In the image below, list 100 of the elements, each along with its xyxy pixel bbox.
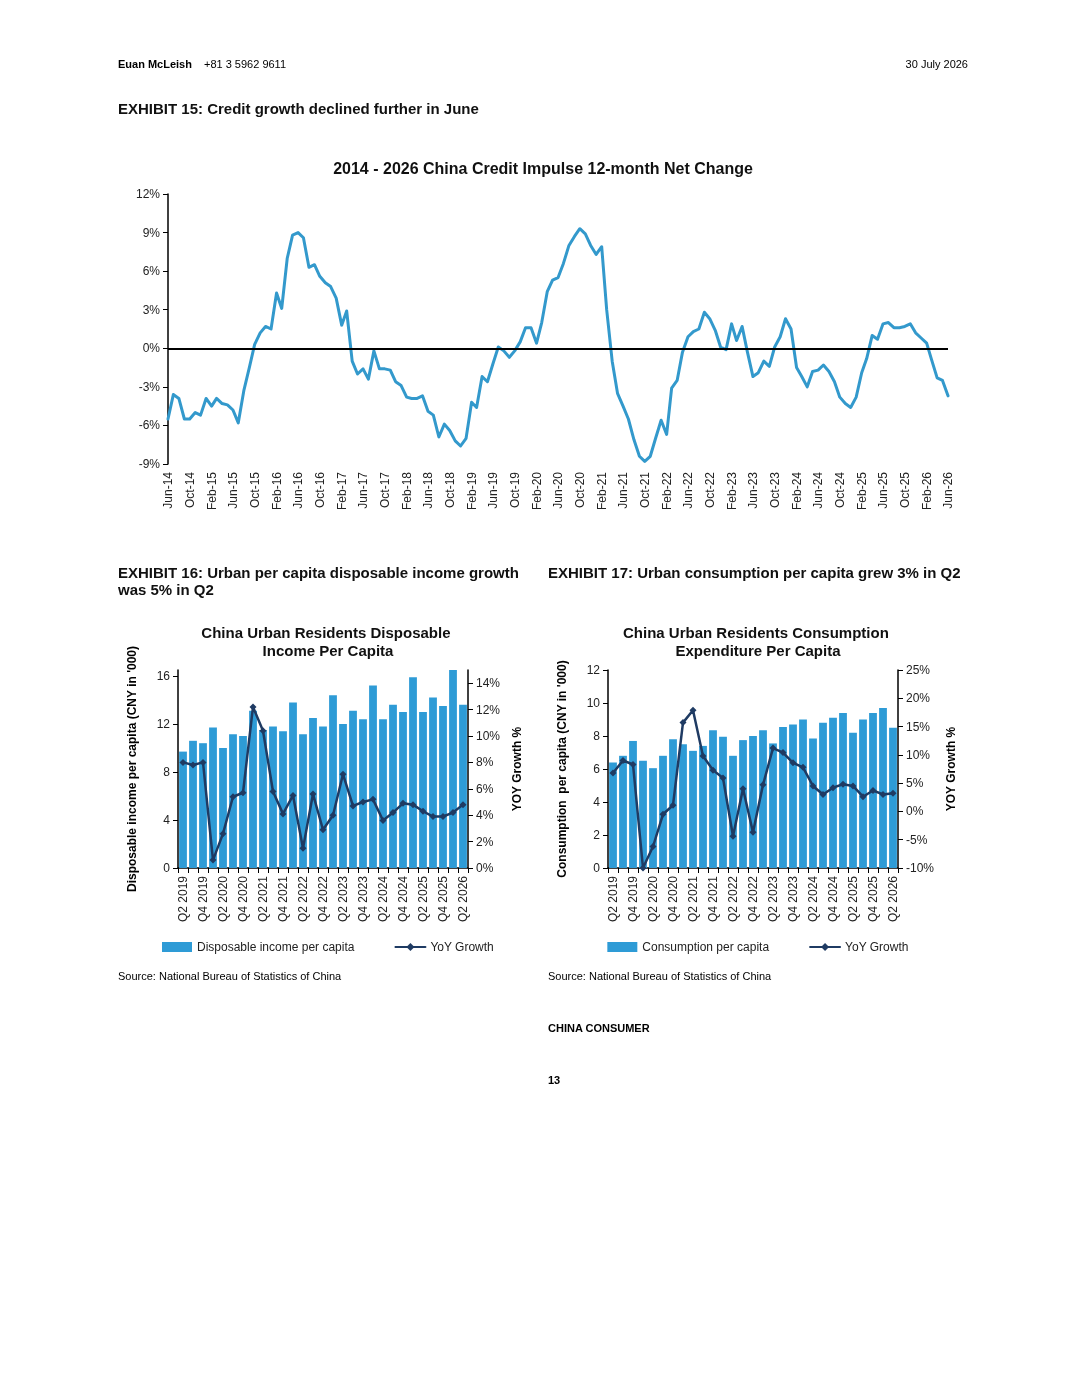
x-tick-label: Oct-24 xyxy=(832,471,847,509)
y-tick-label: -3% xyxy=(138,379,161,394)
x-tick-label: Q2 2023 xyxy=(766,875,780,923)
x-tick-label: Q4 2024 xyxy=(826,875,840,923)
legend-label: YoY Growth xyxy=(430,940,494,954)
y2-tick-label: 6% xyxy=(476,781,494,796)
bar xyxy=(879,707,887,868)
x-tick-label: Q2 2026 xyxy=(456,875,470,923)
x-tick-label: Oct-25 xyxy=(897,471,912,509)
point xyxy=(759,781,767,789)
y-tick-label: 16 xyxy=(156,669,171,683)
x-tick-label: Feb-23 xyxy=(724,471,739,511)
x-tick-label: Jun-14 xyxy=(161,471,175,509)
bar xyxy=(799,719,807,868)
x-tick-label: Q4 2021 xyxy=(276,875,290,923)
y-tick-label: 2 xyxy=(593,828,601,842)
x-tick-label: Oct-14 xyxy=(182,471,197,509)
x-tick-label: Jun-23 xyxy=(745,471,760,509)
bar xyxy=(439,706,447,868)
point xyxy=(219,830,227,838)
x-tick-label: Feb-24 xyxy=(789,471,804,511)
chart-title: China Urban Residents Disposable Income Per Capita xyxy=(201,623,455,659)
x-tick-label: Q4 2019 xyxy=(626,875,640,923)
x-tick-label: Oct-19 xyxy=(507,471,522,509)
y2-tick-label: 10% xyxy=(476,729,501,743)
y-tick-label: 4 xyxy=(163,813,171,827)
bar xyxy=(759,730,767,868)
point xyxy=(619,757,627,765)
x-tick-label: Q2 2023 xyxy=(336,875,350,923)
y-axis-title: Disposable income per capita (CNY in '000) xyxy=(125,645,139,893)
y2-tick-label: 0% xyxy=(906,804,924,819)
bar xyxy=(349,710,357,868)
y-tick-label: 9% xyxy=(142,225,161,240)
bar xyxy=(749,736,757,868)
x-tick-label: Q4 2021 xyxy=(706,875,720,923)
x-tick-label: Q2 2021 xyxy=(686,875,700,923)
y-tick-label: 3% xyxy=(142,302,161,317)
point xyxy=(419,807,427,815)
bar xyxy=(179,751,187,868)
point xyxy=(279,810,287,818)
point xyxy=(289,791,297,799)
x-tick-label: Q4 2023 xyxy=(356,875,370,923)
point xyxy=(179,758,187,766)
point xyxy=(699,752,707,760)
point xyxy=(409,801,417,809)
point xyxy=(709,766,717,774)
y2-tick-label: 15% xyxy=(906,719,931,734)
chart-subtitle: EXHIBIT 17: Urban consumption per capita grew 3% in Q2 xyxy=(548,564,962,583)
point xyxy=(779,749,787,757)
point xyxy=(349,802,357,810)
y-tick-label: 0 xyxy=(593,861,601,875)
point xyxy=(439,813,447,821)
bar xyxy=(379,719,387,868)
x-tick-label: Feb-16 xyxy=(269,471,284,511)
x-tick-label: Oct-23 xyxy=(767,471,782,509)
text: CHINA CONSUMER xyxy=(548,1022,651,1034)
x-tick-label: Oct-16 xyxy=(312,471,327,509)
point xyxy=(269,787,277,795)
point xyxy=(189,761,197,769)
x-tick-label: Q2 2025 xyxy=(416,875,430,923)
y2-tick-label: 25% xyxy=(906,663,931,677)
x-tick-label: Jun-20 xyxy=(551,471,566,509)
x-tick-label: Oct-15 xyxy=(247,471,262,509)
text: 13 xyxy=(548,1074,562,1086)
point xyxy=(649,843,657,850)
y-tick-label: 8 xyxy=(593,729,601,743)
x-tick-label: Jun-21 xyxy=(616,471,631,509)
y-tick-label: -6% xyxy=(138,418,161,433)
point xyxy=(369,795,377,803)
text: Euan McLeish xyxy=(118,58,192,70)
y2-tick-label: 4% xyxy=(476,808,494,823)
x-tick-label: Q2 2022 xyxy=(296,875,310,923)
bar xyxy=(809,738,817,868)
bar xyxy=(839,712,847,868)
x-tick-label: Jun-15 xyxy=(225,471,240,509)
point xyxy=(789,759,797,767)
point xyxy=(239,789,247,797)
x-tick-label: Q2 2019 xyxy=(176,875,190,923)
x-tick-label: Q4 2019 xyxy=(196,875,210,923)
point xyxy=(259,727,267,735)
point xyxy=(829,784,837,792)
bar xyxy=(389,704,397,868)
bar xyxy=(279,731,287,868)
point xyxy=(339,770,347,778)
point xyxy=(229,793,237,801)
x-tick-label: Feb-22 xyxy=(659,471,674,511)
bar xyxy=(829,717,837,868)
bar xyxy=(849,732,857,868)
source-note: Source: National Bureau of Statistics of China xyxy=(118,970,343,982)
y2-tick-label: 20% xyxy=(906,691,931,706)
x-tick-label: Jun-22 xyxy=(681,471,695,509)
x-tick-label: Oct-21 xyxy=(637,471,652,509)
y2-tick-label: 12% xyxy=(476,702,501,717)
point xyxy=(249,703,257,711)
point xyxy=(449,809,457,817)
point xyxy=(639,864,647,872)
bar xyxy=(769,743,777,868)
text: 30 July 2026 xyxy=(905,58,968,70)
bar xyxy=(609,762,617,868)
bar xyxy=(859,719,867,868)
